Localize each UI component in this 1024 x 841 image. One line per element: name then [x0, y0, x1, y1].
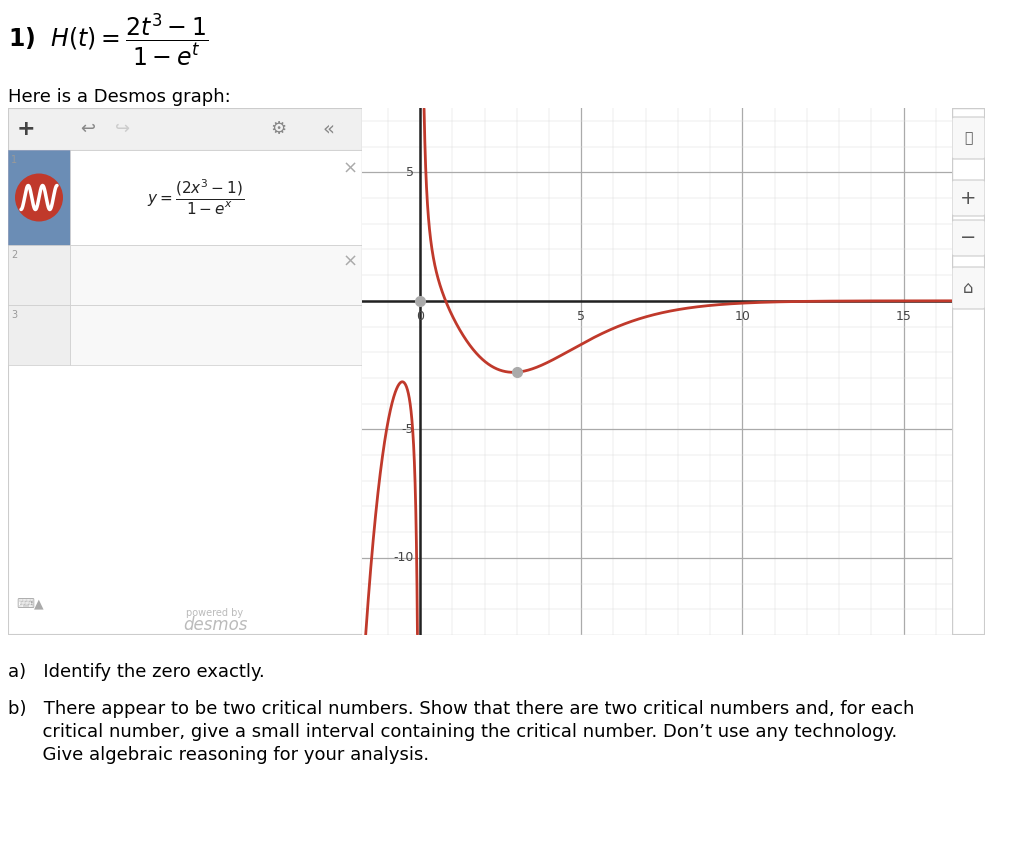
Text: Here is a Desmos graph:: Here is a Desmos graph: [8, 87, 230, 105]
Bar [8, 108, 362, 150]
Text: 3: 3 [11, 310, 17, 320]
Text: ×: × [342, 160, 357, 178]
Circle shape [15, 173, 63, 221]
Text: 5: 5 [406, 166, 414, 179]
FancyBboxPatch shape [952, 180, 985, 216]
Text: desmos: desmos [183, 616, 247, 634]
Bar [70, 150, 362, 245]
Bar [8, 150, 70, 245]
Bar [8, 245, 70, 305]
Text: ↩: ↩ [81, 120, 95, 138]
Text: 🔧: 🔧 [965, 131, 973, 145]
Bar [70, 305, 362, 365]
Text: a)   Identify the zero exactly.: a) Identify the zero exactly. [8, 663, 265, 681]
FancyBboxPatch shape [952, 267, 985, 309]
Bar [70, 245, 362, 305]
FancyBboxPatch shape [952, 117, 985, 159]
Text: $y = \dfrac{\left(2x^3 - 1\right)}{1 - e^x}$: $y = \dfrac{\left(2x^3 - 1\right)}{1 - e… [147, 178, 245, 217]
Text: «: « [322, 119, 334, 139]
Text: ⚙: ⚙ [270, 120, 286, 138]
Text: b)   There appear to be two critical numbers. Show that there are two critical n: b) There appear to be two critical numbe… [8, 700, 914, 718]
Text: Give algebraic reasoning for your analysis.: Give algebraic reasoning for your analys… [8, 746, 429, 764]
Text: ⌨▲: ⌨▲ [16, 599, 44, 611]
Text: +: + [961, 188, 977, 208]
Text: ↪: ↪ [116, 120, 131, 138]
Text: 2: 2 [11, 250, 17, 260]
Text: −: − [961, 229, 977, 247]
Text: -10: -10 [393, 552, 414, 564]
Text: 15: 15 [896, 309, 911, 323]
Text: critical number, give a small interval containing the critical number. Don’t use: critical number, give a small interval c… [8, 723, 897, 741]
Text: $\mathbf{1)}$$\ \ H(t) = \dfrac{2t^3-1}{1-e^t}$: $\mathbf{1)}$$\ \ H(t) = \dfrac{2t^3-1}{… [8, 12, 208, 68]
Text: 5: 5 [578, 309, 586, 323]
Text: 10: 10 [734, 309, 751, 323]
Text: powered by: powered by [186, 608, 244, 618]
Bar [8, 305, 70, 365]
Text: ⌂: ⌂ [964, 279, 974, 297]
Text: 1: 1 [11, 155, 17, 165]
FancyBboxPatch shape [952, 220, 985, 256]
Text: -5: -5 [401, 423, 414, 436]
Text: 0: 0 [416, 309, 424, 323]
Text: ×: × [342, 253, 357, 271]
Text: +: + [16, 119, 35, 139]
